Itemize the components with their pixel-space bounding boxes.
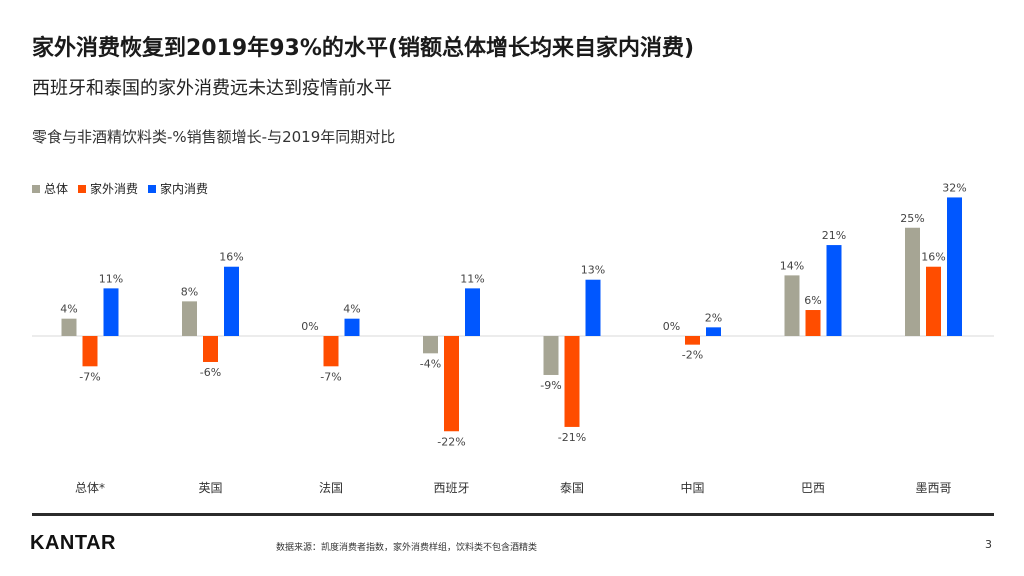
- data-label-out-of-home-7: 16%: [921, 251, 945, 264]
- data-label-total-0: 4%: [60, 303, 77, 316]
- category-label-2: 法国: [319, 481, 343, 495]
- data-label-in-home-3: 11%: [460, 272, 484, 285]
- legend-swatch-in-home: [148, 184, 157, 193]
- legend-label-in-home: 家内消费: [160, 182, 209, 196]
- bar-out-of-home-0: [82, 336, 98, 367]
- bar-total-4: [543, 336, 559, 375]
- data-label-out-of-home-3: -22%: [437, 435, 465, 448]
- legend-item-out-of-home: 家外消费: [78, 180, 138, 197]
- bar-out-of-home-5: [685, 336, 700, 345]
- data-label-total-2: 0%: [301, 320, 318, 333]
- bar-in-home-3: [465, 288, 480, 336]
- data-label-in-home-5: 2%: [705, 311, 722, 324]
- bar-out-of-home-4: [564, 336, 580, 427]
- legend-swatch-total: [32, 184, 40, 193]
- data-label-out-of-home-6: 6%: [804, 294, 821, 307]
- data-label-out-of-home-2: -7%: [320, 370, 341, 383]
- category-label-6: 巴西: [801, 481, 825, 495]
- data-label-out-of-home-0: -7%: [79, 370, 100, 383]
- data-label-total-3: -4%: [420, 357, 441, 370]
- bar-in-home-4: [585, 279, 601, 336]
- data-label-out-of-home-1: -6%: [200, 366, 221, 379]
- chart-title: 零食与非酒精饮料类-%销售额增长-与2019年同期对比: [32, 128, 396, 146]
- legend-item-in-home: 家内消费: [148, 180, 208, 197]
- data-label-in-home-2: 4%: [343, 303, 360, 316]
- bar-in-home-6: [826, 245, 842, 336]
- data-label-total-7: 25%: [900, 212, 924, 225]
- category-label-5: 中国: [680, 480, 704, 495]
- category-label-3: 西班牙: [433, 481, 469, 495]
- data-label-in-home-6: 21%: [822, 229, 846, 242]
- data-label-out-of-home-4: -21%: [558, 431, 586, 444]
- category-label-0: 总体*: [75, 481, 105, 495]
- bar-total-3: [423, 336, 438, 354]
- data-label-in-home-4: 13%: [581, 264, 605, 277]
- bar-out-of-home-2: [323, 336, 339, 367]
- bar-out-of-home-1: [203, 336, 218, 362]
- legend-swatch-out-of-home: [78, 184, 87, 193]
- data-label-in-home-0: 11%: [99, 272, 123, 285]
- data-label-total-1: 8%: [181, 285, 198, 298]
- data-label-total-5: 0%: [663, 320, 680, 333]
- bar-total-7: [905, 227, 920, 336]
- data-label-total-4: -9%: [540, 379, 561, 392]
- bar-total-1: [182, 301, 197, 336]
- bar-out-of-home-3: [444, 336, 459, 432]
- slide-title: 家外消费恢复到2019年93%的水平(销额总体增长均来自家内消费): [32, 36, 694, 61]
- page-number: 3: [985, 538, 992, 551]
- bar-total-6: [784, 275, 800, 336]
- chart-legend: 总体 家外消费 家内消费: [32, 180, 208, 197]
- legend-label-total: 总体: [44, 182, 69, 196]
- data-label-in-home-7: 32%: [942, 181, 966, 194]
- bar-in-home-5: [706, 327, 721, 336]
- source-note: 数据来源：凯度消费者指数，家外消费样组，饮料类不包含酒精类: [276, 543, 538, 553]
- bar-in-home-7: [947, 197, 962, 336]
- kantar-logo: KANTAR: [30, 532, 116, 554]
- category-label-4: 泰国: [560, 481, 584, 495]
- data-label-out-of-home-5: -2%: [682, 349, 703, 362]
- bar-total-0: [61, 318, 77, 336]
- bar-in-home-2: [344, 318, 360, 336]
- data-label-total-6: 14%: [780, 259, 804, 272]
- bar-in-home-0: [103, 288, 119, 336]
- footer-divider: [32, 513, 994, 516]
- slide-subtitle: 西班牙和泰国的家外消费远未达到疫情前水平: [32, 78, 392, 99]
- bar-out-of-home-7: [926, 266, 941, 336]
- category-label-7: 墨西哥: [915, 481, 951, 495]
- legend-item-total: 总体: [32, 180, 68, 197]
- category-label-1: 英国: [198, 481, 222, 495]
- data-label-in-home-1: 16%: [219, 251, 243, 264]
- bar-out-of-home-6: [805, 310, 821, 336]
- bar-in-home-1: [224, 266, 239, 336]
- legend-label-out-of-home: 家外消费: [90, 182, 139, 196]
